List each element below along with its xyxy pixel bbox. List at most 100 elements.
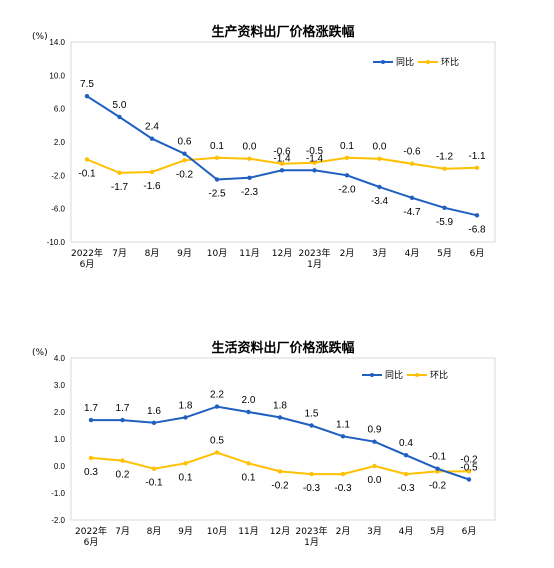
data-point: [312, 160, 317, 166]
chart-2-unit-label: (%): [32, 348, 48, 358]
data-point: [309, 471, 314, 477]
data-label: -1.4: [306, 153, 324, 164]
chart-1-legend-mom-marker: [426, 60, 430, 64]
data-point: [312, 168, 317, 173]
data-point: [340, 434, 346, 439]
data-label: -0.5: [460, 463, 478, 474]
data-point: [246, 461, 251, 466]
data-label: -0.2: [429, 480, 447, 491]
data-point: [183, 415, 188, 420]
data-label: -5.9: [436, 217, 454, 228]
data-point: [309, 423, 314, 428]
x-tick-label: 7月: [115, 526, 130, 537]
data-label: -0.6: [403, 147, 421, 158]
data-label: 5.0: [113, 100, 127, 111]
data-point: [120, 417, 125, 423]
data-label: 1.1: [336, 419, 350, 430]
chart-2-plot-frame: [70, 357, 496, 521]
data-label: -1.4: [273, 153, 291, 164]
data-point: [117, 114, 122, 120]
data-label: 2.0: [242, 395, 256, 406]
y-tick-label: 14.0: [49, 38, 65, 47]
data-label: 0.9: [368, 425, 382, 436]
data-point: [247, 156, 252, 161]
y-tick-label: 6.0: [54, 105, 66, 114]
data-point: [214, 155, 220, 161]
x-tick-label: 3月: [367, 526, 382, 537]
y-tick-label: -2.0: [51, 171, 65, 180]
data-label: -0.5: [306, 146, 324, 157]
data-label: 1.7: [84, 403, 98, 414]
data-label: 0.1: [242, 472, 256, 483]
data-label: 0.6: [178, 137, 192, 148]
x-tick-label: 5月: [430, 526, 445, 537]
data-point: [120, 458, 125, 463]
data-point: [182, 151, 187, 156]
data-label: -0.6: [273, 147, 291, 158]
data-point: [214, 177, 220, 182]
data-point: [149, 169, 155, 175]
y-tick-label: -1.0: [51, 489, 65, 498]
x-tick-label: 2023年 1月: [296, 525, 328, 548]
data-point: [149, 136, 155, 141]
data-point: [466, 469, 472, 474]
data-label: 0.1: [340, 141, 354, 152]
data-point: [117, 170, 122, 176]
data-label: -0.2: [271, 480, 289, 491]
data-point: [183, 461, 188, 466]
y-tick-label: 2.0: [54, 138, 66, 147]
chart-2-y-axis: 4.0 3.0 2.0 1.0 0.0 -1.0 -2.0: [51, 354, 65, 525]
x-tick-label: 8月: [145, 248, 160, 259]
data-point: [435, 466, 440, 471]
data-point: [409, 195, 415, 201]
data-point: [247, 175, 252, 181]
data-point: [277, 415, 283, 420]
data-label: -0.2: [460, 454, 478, 465]
y-tick-label: -6.0: [51, 205, 65, 214]
data-point: [442, 205, 447, 211]
data-label: -4.7: [403, 207, 421, 218]
y-tick-label: 1.0: [54, 435, 66, 444]
data-point: [344, 173, 350, 178]
y-tick-label: 4.0: [54, 354, 66, 363]
x-tick-label: 2023年 1月: [299, 247, 331, 270]
x-tick-label: 10月: [207, 526, 227, 537]
x-tick-label: 9月: [177, 248, 192, 259]
data-point: [246, 409, 251, 415]
data-label: -0.2: [176, 169, 194, 180]
chart-2-legend-mom-label: 环比: [430, 369, 448, 381]
data-point: [214, 404, 220, 409]
data-label: 0.5: [210, 436, 224, 447]
data-point: [372, 439, 377, 444]
data-label: -1.7: [111, 182, 129, 193]
data-point: [442, 166, 447, 171]
data-point: [279, 161, 285, 166]
data-point: [151, 466, 157, 471]
x-tick-label: 2022年 6月: [71, 247, 103, 270]
data-label: 0.2: [116, 470, 130, 481]
data-point: [409, 161, 415, 166]
data-point: [88, 455, 94, 461]
y-tick-label: 2.0: [54, 408, 66, 417]
x-tick-label: 12月: [270, 526, 290, 537]
chart-2-legend-yoy-marker: [370, 373, 374, 377]
chart-2: 生活资料出厂价格涨跌幅 (%) 同比 环比 4.0 3.0 2.0 1.0 0.0 -1.…: [32, 340, 496, 548]
data-label: 0.1: [210, 141, 224, 152]
chart-1-legend: 同比 环比: [373, 56, 459, 68]
data-label: -0.1: [429, 452, 447, 463]
chart-2-legend-yoy-label: 同比: [385, 369, 403, 381]
data-point: [88, 417, 94, 423]
chart-2-legend-mom-marker: [415, 373, 419, 377]
data-point: [214, 450, 220, 455]
x-tick-label: 11月: [238, 526, 258, 537]
data-label: -0.3: [397, 483, 415, 494]
data-label: -1.1: [468, 151, 486, 162]
data-point: [344, 155, 350, 161]
chart-2-title: 生活资料出厂价格涨跌幅: [211, 340, 354, 356]
data-label: 2.4: [145, 122, 159, 133]
x-tick-label: 11月: [239, 248, 259, 259]
x-tick-label: 2022年 6月: [75, 525, 107, 548]
data-label: 0.4: [399, 438, 413, 449]
y-tick-label: -10.0: [47, 238, 66, 247]
x-tick-label: 2月: [340, 248, 355, 259]
